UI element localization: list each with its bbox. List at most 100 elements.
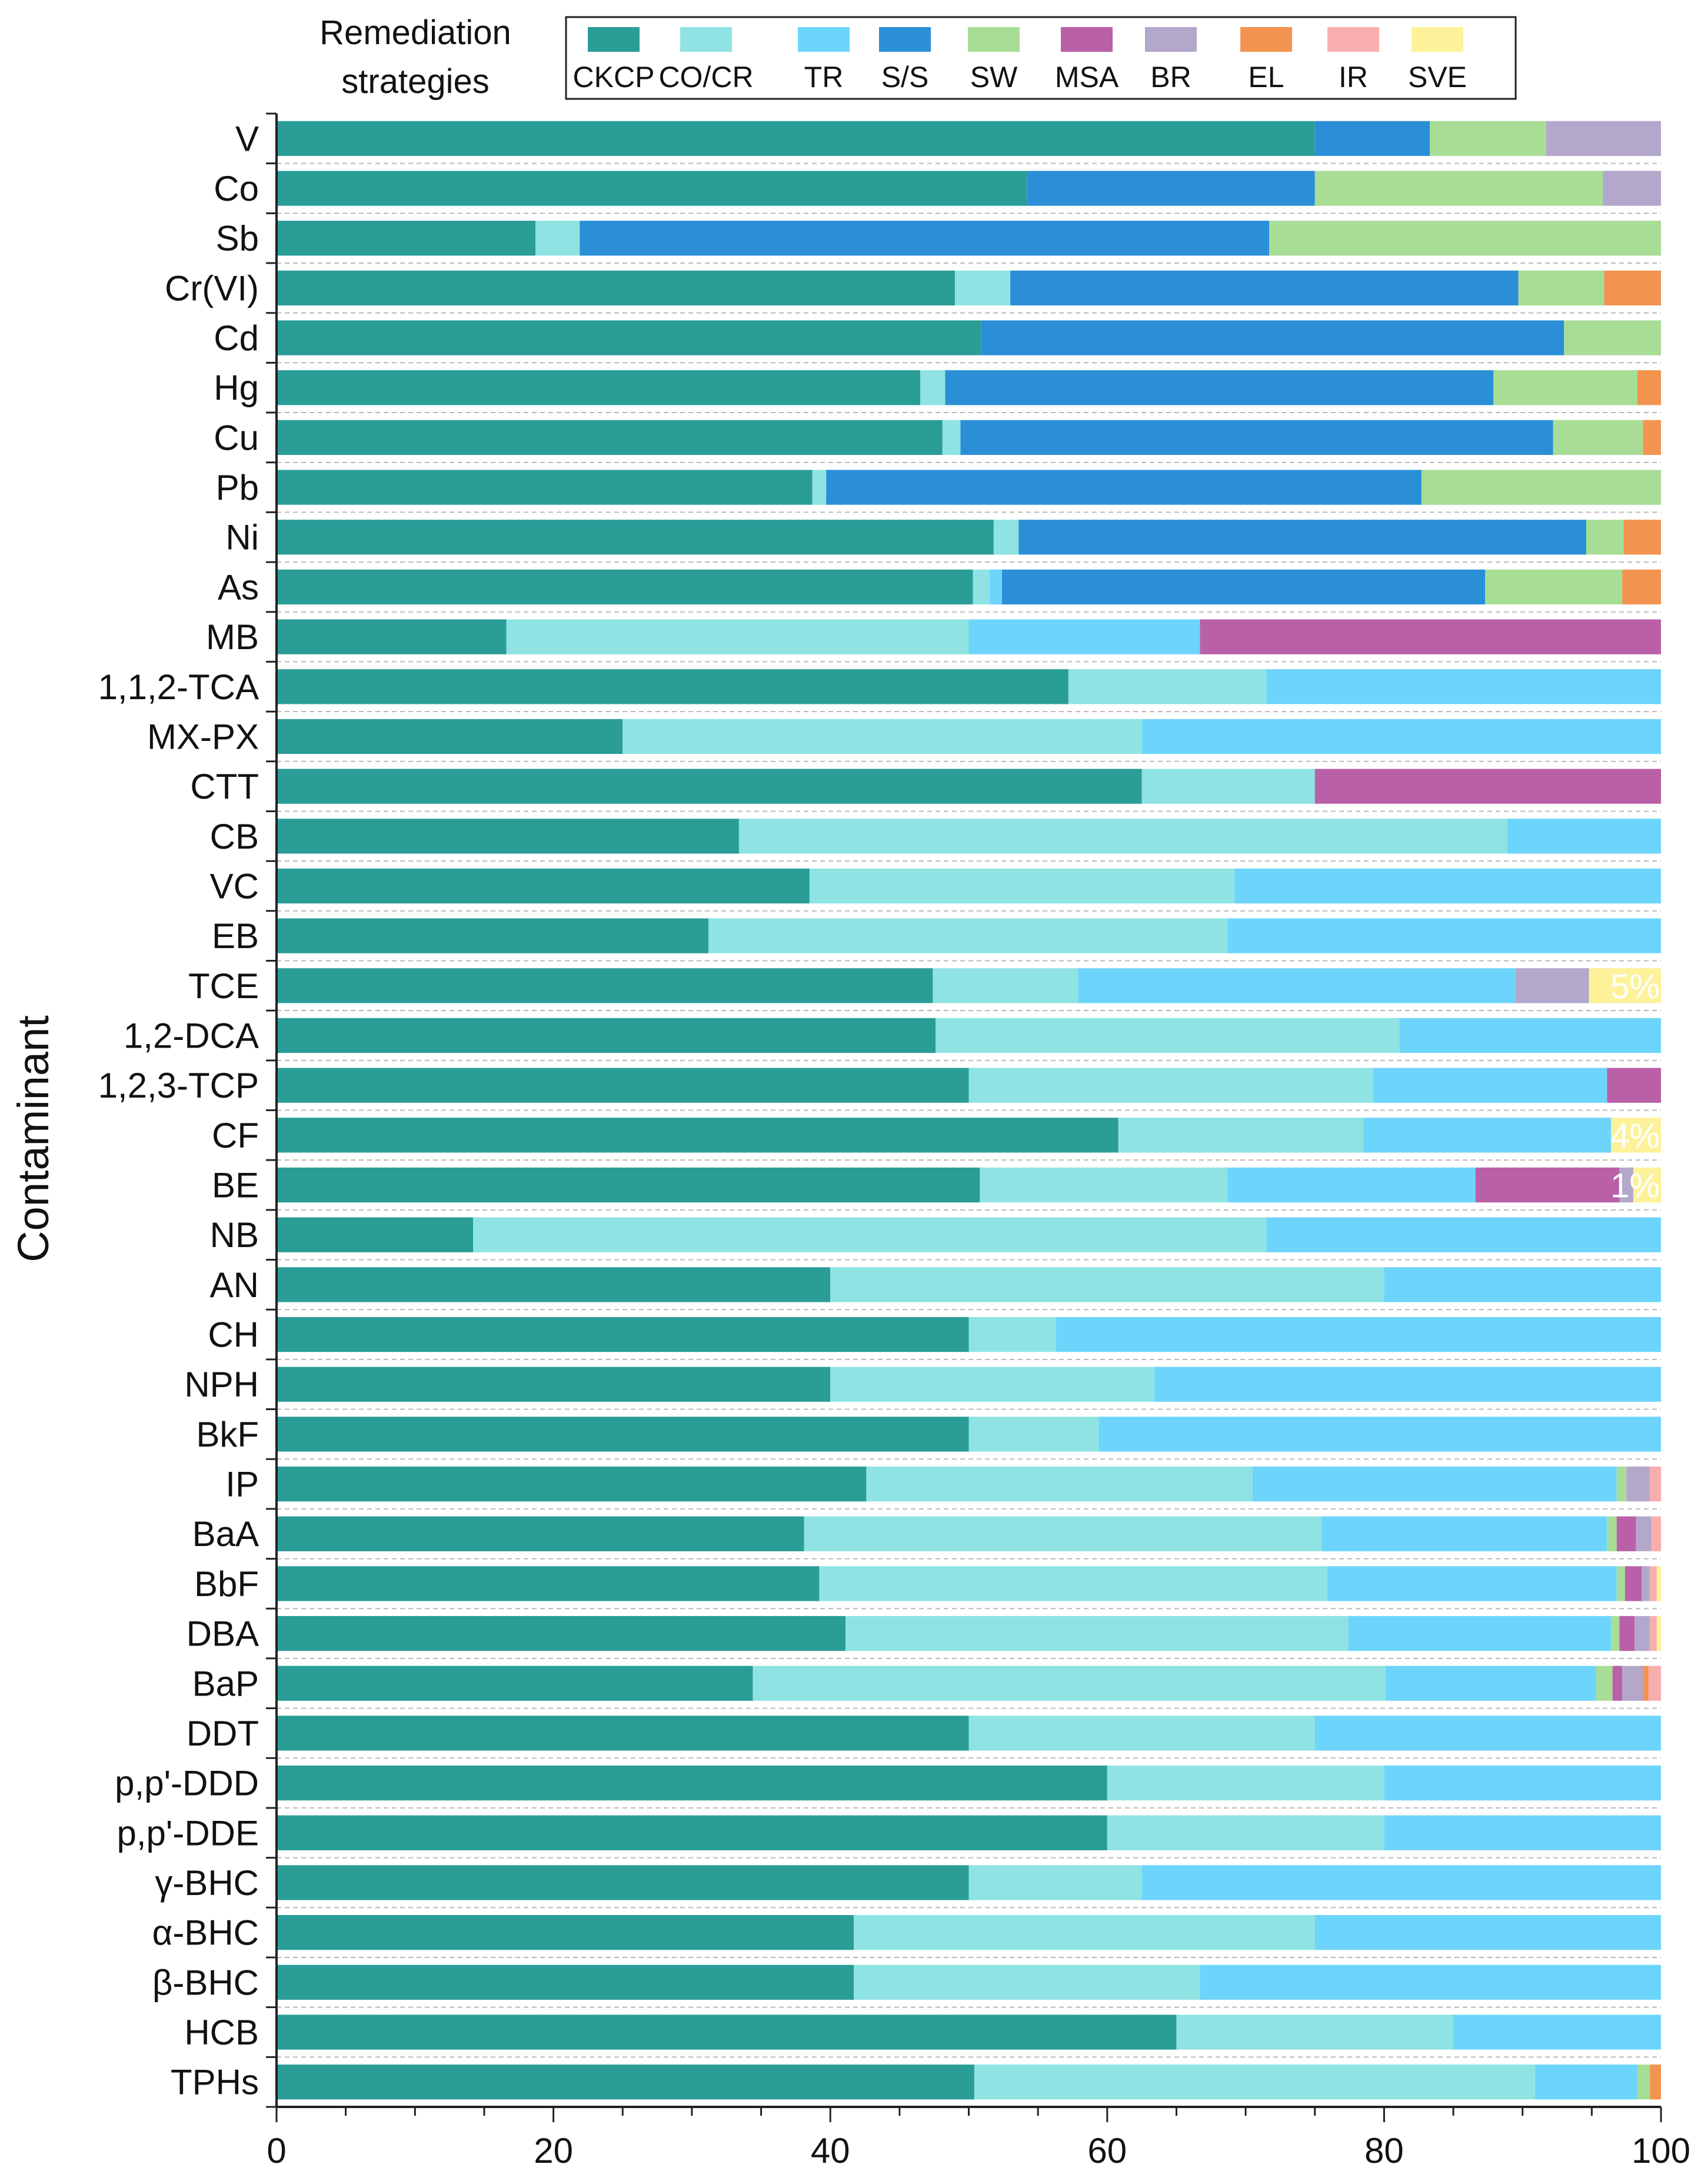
- bar-as-sw: [1485, 569, 1623, 605]
- bar-hcb-co-cr: [1176, 2015, 1454, 2050]
- x-tick-label-80: 80: [1364, 2131, 1404, 2170]
- bar-cb-ckcp: [277, 819, 739, 854]
- bar-bhc-ckcp: [277, 1865, 969, 1900]
- bar-nph-tr: [1154, 1367, 1661, 1402]
- bar-tphs-el: [1650, 2065, 1661, 2100]
- bar-an-tr: [1384, 1267, 1661, 1302]
- bar-tce-br: [1515, 968, 1589, 1003]
- bar-mb-co-cr: [506, 619, 969, 654]
- legend-label-ir: IR: [1339, 61, 1368, 94]
- category-label-bap: BaP: [192, 1664, 259, 1703]
- bar-bap-br: [1622, 1666, 1643, 1701]
- bar-ni-co-cr: [993, 520, 1019, 555]
- category-label-cb: CB: [210, 817, 259, 856]
- bar-nph-ckcp: [277, 1367, 831, 1402]
- bar-as-tr: [989, 569, 1002, 605]
- bar-p-p-ddd-ckcp: [277, 1765, 1107, 1801]
- category-labels: V Co Sb Cr(VI) Cd Hg Cu Pb Ni As MB 1,1,2-TCA MX-PX C…: [98, 119, 259, 2102]
- bar-ch-ckcp: [277, 1317, 969, 1352]
- legend-swatch-tr: [798, 27, 850, 52]
- bar-cu-el: [1643, 420, 1661, 456]
- bar-dba-ckcp: [277, 1615, 846, 1651]
- bar-bbf-tr: [1327, 1566, 1617, 1601]
- category-label-ni: Ni: [225, 518, 259, 557]
- bar-ch-tr: [1056, 1317, 1661, 1352]
- bar-an-co-cr: [830, 1267, 1384, 1302]
- bar-cd-sw: [1564, 320, 1661, 355]
- bar-baa-co-cr: [804, 1516, 1322, 1551]
- bar-1-1-2-tca-co-cr: [1068, 669, 1267, 704]
- category-label-1-1-2-tca: 1,1,2-TCA: [98, 667, 259, 707]
- category-label-as: As: [218, 567, 259, 607]
- bar-co-br: [1603, 171, 1661, 206]
- bar-eb-ckcp: [277, 918, 709, 953]
- category-label-vc: VC: [210, 866, 259, 906]
- bar-dba-co-cr: [845, 1615, 1349, 1651]
- bar-v-s-s: [1314, 121, 1430, 156]
- legend-swatch-sve: [1412, 27, 1463, 52]
- bar-cb-tr: [1507, 819, 1661, 854]
- category-label-v: V: [235, 119, 259, 158]
- bar-cf-tr: [1363, 1118, 1612, 1153]
- bar-bap-co-cr: [753, 1666, 1386, 1701]
- bar-dba-br: [1635, 1615, 1650, 1651]
- bar-pb-co-cr: [812, 470, 827, 505]
- bar-1-2-dca-tr: [1399, 1018, 1661, 1053]
- category-label-cf: CF: [212, 1116, 259, 1155]
- x-tick-label-20: 20: [534, 2131, 573, 2170]
- bar-cu-sw: [1553, 420, 1643, 456]
- category-label-ddt: DDT: [187, 1714, 259, 1753]
- category-label-dba: DBA: [187, 1614, 259, 1654]
- category-label-sb: Sb: [216, 219, 259, 258]
- bar-ddt-ckcp: [277, 1716, 969, 1751]
- bar-bkf-co-cr: [968, 1417, 1099, 1452]
- legend-label-tr: TR: [804, 61, 844, 94]
- bar-ddt-co-cr: [968, 1716, 1315, 1751]
- bar-hg-sw: [1493, 370, 1637, 405]
- bar-bhc-ckcp: [277, 1915, 854, 1950]
- bar-nph-co-cr: [830, 1367, 1154, 1402]
- legend-title: Remediation: [319, 14, 511, 52]
- bar-be-br: [1619, 1167, 1633, 1203]
- bar-bap-el: [1643, 1666, 1649, 1701]
- bar-mx-px-ckcp: [277, 719, 623, 754]
- bar-p-p-dde-ckcp: [277, 1815, 1107, 1850]
- bar-cr-vi-ckcp: [277, 270, 955, 305]
- bar-ip-ir: [1650, 1466, 1661, 1502]
- bar-bbf-sve: [1656, 1566, 1661, 1601]
- bar-cr-vi-co-cr: [954, 270, 1011, 305]
- bar-cu-ckcp: [277, 420, 943, 456]
- bar-bkf-ckcp: [277, 1417, 969, 1452]
- bar-ip-ckcp: [277, 1466, 867, 1502]
- category-label-mb: MB: [206, 617, 259, 657]
- legend-swatch-el: [1240, 27, 1292, 52]
- legend-swatch-sw: [968, 27, 1020, 52]
- bar-cd-ckcp: [277, 320, 981, 355]
- category-label-an: AN: [210, 1265, 259, 1305]
- bar-v-br: [1546, 121, 1661, 156]
- bar-tphs-tr: [1534, 2065, 1637, 2100]
- grid-separators: [277, 162, 1661, 2058]
- bar-bap-ckcp: [277, 1666, 753, 1701]
- bar-bbf-msa: [1625, 1566, 1642, 1601]
- category-label-bhc: β-BHC: [152, 1963, 259, 2002]
- category-label-hcb: HCB: [184, 2013, 259, 2052]
- category-label-p-p-ddd: p,p'-DDD: [115, 1764, 259, 1803]
- legend-items: CKCP CO/CR TR S/S SW MSA BR EL IR SVE: [573, 27, 1467, 94]
- bar-tce-co-cr: [933, 968, 1078, 1003]
- bar-vc-co-cr: [809, 868, 1235, 904]
- bar-baa-msa: [1616, 1516, 1636, 1551]
- category-label-p-p-dde: p,p'-DDE: [116, 1813, 259, 1853]
- bar-eb-tr: [1227, 918, 1661, 953]
- legend-label-msa: MSA: [1055, 61, 1119, 94]
- bar-dba-sw: [1611, 1615, 1620, 1651]
- bar-1-2-3-tcp-msa: [1607, 1068, 1661, 1103]
- bar-eb-co-cr: [708, 918, 1228, 953]
- bar-mx-px-tr: [1141, 719, 1661, 754]
- annotation-tce: 5%: [1610, 968, 1660, 1006]
- category-label-pb: Pb: [216, 468, 259, 507]
- x-tick-label-100: 100: [1632, 2131, 1690, 2170]
- axes: [266, 112, 1662, 2122]
- bar-ch-co-cr: [968, 1317, 1056, 1352]
- bar-be-tr: [1227, 1167, 1476, 1203]
